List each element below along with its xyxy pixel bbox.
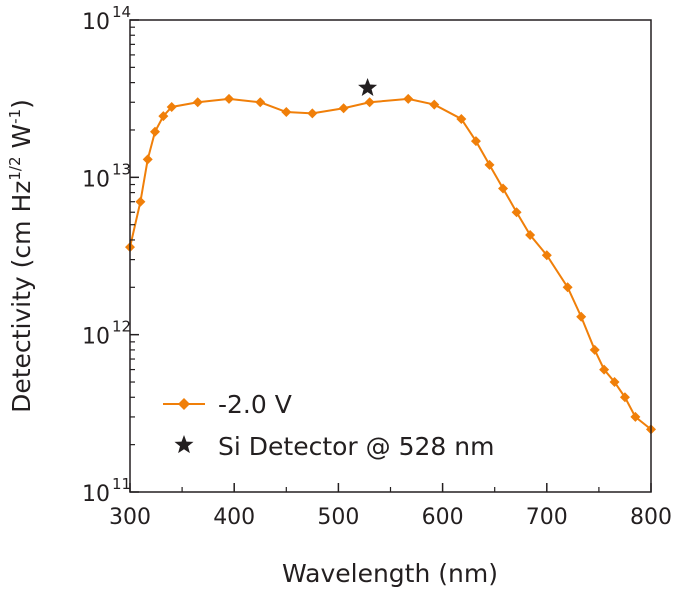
data-point-diamond — [576, 311, 587, 322]
y-tick-exponent: 13 — [112, 160, 131, 178]
data-point-diamond — [158, 111, 169, 122]
y-tick-label: 10 — [82, 167, 110, 192]
x-tick-label: 300 — [109, 505, 151, 530]
data-point-diamond — [307, 108, 318, 119]
x-tick-label: 800 — [630, 505, 672, 530]
y-tick-exponent: 11 — [112, 475, 131, 493]
y-axis-title-exp-half: 1/2 — [6, 156, 24, 180]
data-point-diamond — [403, 93, 414, 104]
y-tick-exponent: 14 — [112, 3, 131, 21]
y-axis-title: Detectivity (cm Hz1/2 W-1) — [6, 99, 36, 413]
plot-frame — [129, 19, 652, 493]
data-point-diamond — [142, 154, 153, 165]
data-point-diamond — [456, 113, 467, 124]
legend-label-reference: Si Detector @ 528 nm — [218, 432, 494, 461]
y-tick-exponent: 12 — [112, 318, 131, 336]
legend-diamond-marker — [178, 398, 190, 410]
data-point-diamond — [511, 207, 522, 218]
data-point-diamond — [484, 159, 495, 170]
x-tick-label: 400 — [213, 505, 255, 530]
legend-star-marker — [174, 435, 194, 454]
data-point-diamond — [281, 107, 292, 118]
data-point-diamond — [541, 250, 552, 261]
data-point-diamond — [192, 97, 203, 108]
data-point-diamond — [429, 99, 440, 110]
legend-label-series: -2.0 V — [218, 390, 292, 419]
x-tick-label: 700 — [526, 505, 568, 530]
data-point-diamond — [223, 93, 234, 104]
y-axis-title-exp-neg: -1 — [6, 109, 24, 124]
data-point-diamond — [364, 97, 375, 108]
data-point-diamond — [589, 344, 600, 355]
y-tick-label: 10 — [82, 482, 110, 507]
data-point-diamond — [619, 392, 630, 403]
data-point-diamond — [525, 230, 536, 241]
data-point-diamond — [562, 282, 573, 293]
y-axis-title-prefix: Detectivity (cm Hz — [7, 181, 36, 413]
x-tick-label: 600 — [422, 505, 464, 530]
data-point-diamond — [609, 377, 620, 388]
data-point-diamond — [255, 97, 266, 108]
y-tick-label: 10 — [82, 10, 110, 35]
legend: -2.0 V Si Detector @ 528 nm — [163, 390, 494, 461]
data-point-diamond — [498, 183, 509, 194]
y-tick-label: 10 — [82, 325, 110, 350]
data-point-diamond — [150, 126, 161, 137]
data-point-diamond — [470, 136, 481, 147]
x-tick-label: 500 — [317, 505, 359, 530]
data-point-diamond — [599, 364, 610, 375]
x-axis-title: Wavelength (nm) — [282, 559, 498, 588]
data-point-diamond — [166, 101, 177, 112]
data-point-diamond — [338, 103, 349, 114]
y-axis-title-suffix: ) — [7, 99, 36, 109]
data-point-diamond — [630, 411, 641, 422]
data-point-diamond — [135, 196, 146, 207]
reference-point-star — [358, 77, 378, 97]
series-line — [129, 97, 652, 431]
y-axis-title-middle: W — [7, 124, 36, 157]
